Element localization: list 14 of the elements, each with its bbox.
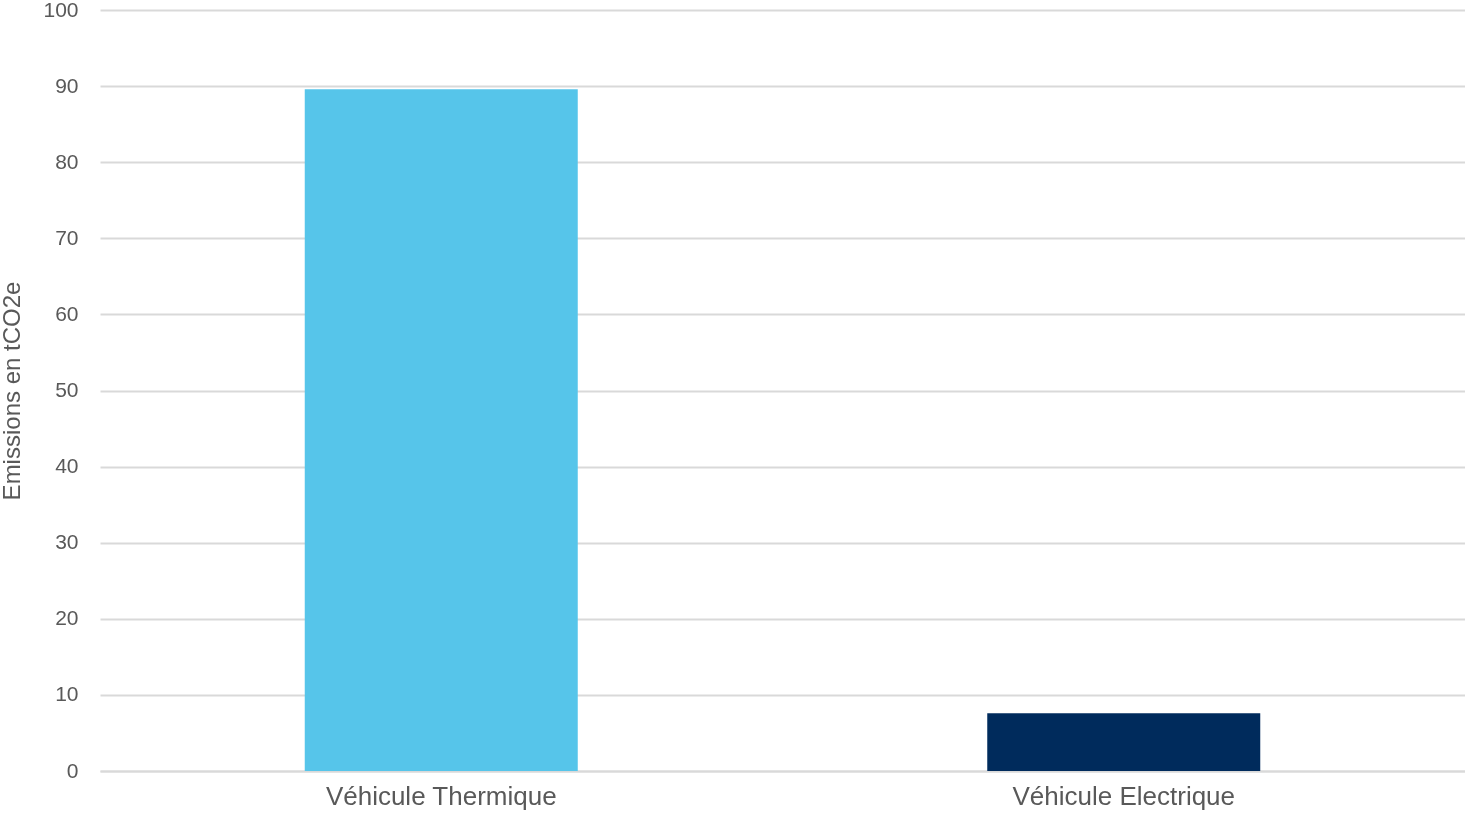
y-tick-label: 70 (55, 225, 79, 249)
y-tick-label: 30 (55, 530, 79, 554)
y-tick-label: 20 (55, 606, 79, 630)
y-axis-title: Emissions en tCO2e (0, 281, 26, 501)
y-tick-label: 40 (55, 454, 79, 478)
y-tick-label: 0 (66, 758, 79, 782)
y-tick-label: 90 (55, 73, 79, 97)
x-tick-label: Véhicule Thermique (325, 780, 557, 811)
y-tick-label: 50 (55, 378, 79, 401)
y-tick-label: 60 (55, 301, 79, 325)
y-tick-label: 100 (43, 0, 79, 21)
x-tick-label: Véhicule Electrique (1012, 780, 1236, 811)
y-tick-label: 10 (55, 682, 79, 706)
y-tick-label: 80 (55, 149, 79, 173)
